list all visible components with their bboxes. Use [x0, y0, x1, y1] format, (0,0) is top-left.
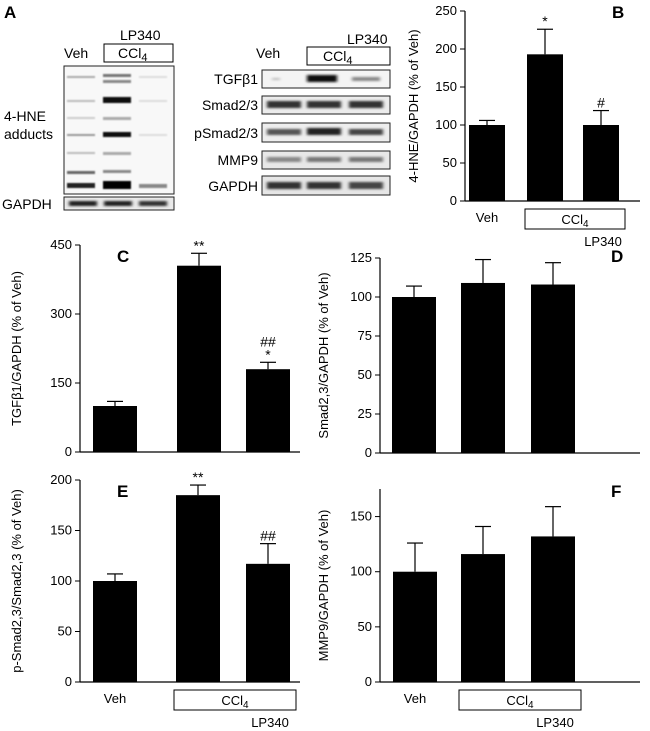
- panel-f-x-label-drug: LP340: [536, 715, 574, 730]
- panel-d-label: D: [611, 247, 623, 266]
- panel-e-x-label-treat: CCl4: [221, 693, 249, 711]
- blot-row-label-gapdh: GAPDH: [208, 178, 258, 194]
- panel-c-y-axis-label: TGFβ1/GAPDH (% of Veh): [9, 271, 24, 426]
- panel-c-bar: [177, 265, 221, 452]
- panel-b-y-tick-label: 250: [435, 3, 457, 18]
- panel-d-bar: [461, 282, 505, 453]
- panel-e-bar: [246, 563, 290, 682]
- panel-e-y-tick-label: 200: [50, 472, 72, 487]
- blot-row-label-psmad23: pSmad2/3: [194, 125, 258, 141]
- panel-b-bar: [469, 125, 505, 201]
- hne-row-label-line1: 4-HNE: [4, 108, 46, 124]
- hne-blot-bands: [67, 74, 167, 189]
- blot-left-treat-box: [103, 43, 174, 63]
- panel-f-bar: [461, 554, 505, 682]
- panel-b-x-label-veh: Veh: [476, 210, 498, 225]
- panel-e-y-tick-label: 150: [50, 523, 72, 538]
- blot-row-label-smad23: Smad2/3: [202, 97, 258, 113]
- panel-e-bar: [176, 495, 220, 682]
- blot-right-drug-label: LP340: [347, 31, 388, 47]
- panel-b-x-treat-box: [524, 208, 626, 230]
- panel-d-bar: [392, 297, 436, 453]
- panel-d-y-tick-label: 125: [350, 250, 372, 265]
- panel-c-significance-mark: **: [194, 237, 205, 253]
- blot-right-treat-label: CCl4: [323, 48, 352, 67]
- panel-b-y-tick-label: 100: [435, 117, 457, 132]
- panel-b-chart: B 0 50 100 150 200 250 4-HNE/GAPDH (% of Veh) * #…: [406, 3, 640, 249]
- panel-f-x-treat-box: [458, 689, 582, 711]
- panel-e-y-tick-label: 100: [50, 573, 72, 588]
- blot-left-veh-label: Veh: [64, 45, 88, 61]
- panel-f-chart: F 0 50 100 150 MMP9/GAPDH (% of Veh) Veh CCl4LP…: [316, 482, 640, 730]
- gapdh-left-bands: [69, 201, 167, 206]
- panel-d-chart: D 0 25 50 75 100 125 Smad2,3/GAPDH (% of Veh): [316, 247, 640, 460]
- panel-b-y-tick-label: 200: [435, 41, 457, 56]
- panel-e-x-label-veh: Veh: [104, 691, 126, 706]
- panel-c-bar: [246, 369, 290, 452]
- panel-b-bar: [583, 125, 619, 201]
- panel-e-label: E: [117, 482, 128, 501]
- blot-left-drug-label: LP340: [120, 27, 161, 43]
- blot-left: Veh LP340 CCl4: [2, 27, 175, 212]
- panel-c-y-tick-label: 450: [50, 237, 72, 252]
- panel-e-bar: [93, 581, 137, 682]
- panel-b-y-tick-label: 0: [450, 193, 457, 208]
- blot-right: Veh LP340 CCl4 TGFβ1 Smad2/3 pSmad2/3 MM…: [194, 31, 391, 196]
- panel-c-label: C: [117, 247, 129, 266]
- panel-f-bar: [393, 571, 437, 682]
- panel-f-y-tick-label: 0: [365, 674, 372, 689]
- panel-b-x-label-drug: LP340: [584, 234, 622, 249]
- panel-b-y-tick-label: 150: [435, 79, 457, 94]
- panel-e-y-tick-label: 50: [58, 624, 72, 639]
- panel-d-y-tick-label: 100: [350, 289, 372, 304]
- panel-e-y-axis-label: p-Smad2,3/Smad2,3 (% of Veh): [9, 489, 24, 673]
- panel-c-y-tick-label: 150: [50, 375, 72, 390]
- panel-d-y-tick-label: 25: [358, 406, 372, 421]
- panel-b-y-tick-label: 50: [443, 155, 457, 170]
- panel-f-x-label-veh: Veh: [404, 691, 426, 706]
- panel-a-label: A: [4, 3, 16, 22]
- panel-f-label: F: [611, 482, 621, 501]
- blot-right-veh-label: Veh: [256, 45, 280, 61]
- panel-d-bar: [531, 284, 575, 453]
- panel-c-y-tick-label: 0: [65, 444, 72, 459]
- panel-b-significance-mark: *: [542, 13, 548, 29]
- panel-c-significance-mark: ##: [260, 333, 276, 349]
- gapdh-left-label: GAPDH: [2, 196, 52, 212]
- panel-b-significance-mark: #: [597, 95, 605, 111]
- blot-right-bands: [267, 75, 383, 189]
- blot-right-treat-box: [306, 46, 391, 66]
- panel-d-y-tick-label: 75: [358, 328, 372, 343]
- panel-e-y-tick-label: 0: [65, 674, 72, 689]
- panel-d-y-tick-label: 50: [358, 367, 372, 382]
- panel-d-y-axis-label: Smad2,3/GAPDH (% of Veh): [316, 272, 331, 438]
- blot-row-label-tgfb1: TGFβ1: [214, 71, 258, 87]
- panel-f-y-tick-label: 50: [358, 619, 372, 634]
- panel-d-y-tick-label: 0: [365, 445, 372, 460]
- panel-c-bar: [93, 406, 137, 452]
- panel-f-x-label-treat: CCl4: [506, 693, 534, 711]
- panel-c-y-tick-label: 300: [50, 306, 72, 321]
- panel-b-label: B: [612, 3, 624, 22]
- panel-f-y-axis-label: MMP9/GAPDH (% of Veh): [316, 510, 331, 662]
- panel-e-significance-mark: ##: [260, 528, 276, 544]
- panel-b-bar: [527, 54, 563, 201]
- panel-b-y-axis-label: 4-HNE/GAPDH (% of Veh): [406, 29, 421, 182]
- panel-f-bar: [531, 536, 575, 682]
- panel-b-x-label-treat: CCl4: [561, 212, 589, 230]
- panel-f-y-tick-label: 100: [350, 564, 372, 579]
- panel-e-x-label-drug: LP340: [251, 715, 289, 730]
- panel-a: A Veh LP340 CCl4: [2, 3, 391, 212]
- panel-f-y-tick-label: 150: [350, 509, 372, 524]
- panel-c-significance-mark: *: [265, 346, 271, 362]
- panel-e-x-treat-box: [173, 689, 297, 711]
- blot-row-label-mmp9: MMP9: [218, 152, 259, 168]
- panel-e-chart: E 0 50 100 150 200 p-Smad2,3/Smad2,3 (% of Veh…: [9, 469, 300, 730]
- hne-blot-membrane: [63, 65, 175, 195]
- blot-left-treat-label: CCl4: [118, 45, 147, 64]
- panel-e-significance-mark: **: [193, 469, 204, 485]
- hne-row-label-line2: adducts: [4, 126, 53, 142]
